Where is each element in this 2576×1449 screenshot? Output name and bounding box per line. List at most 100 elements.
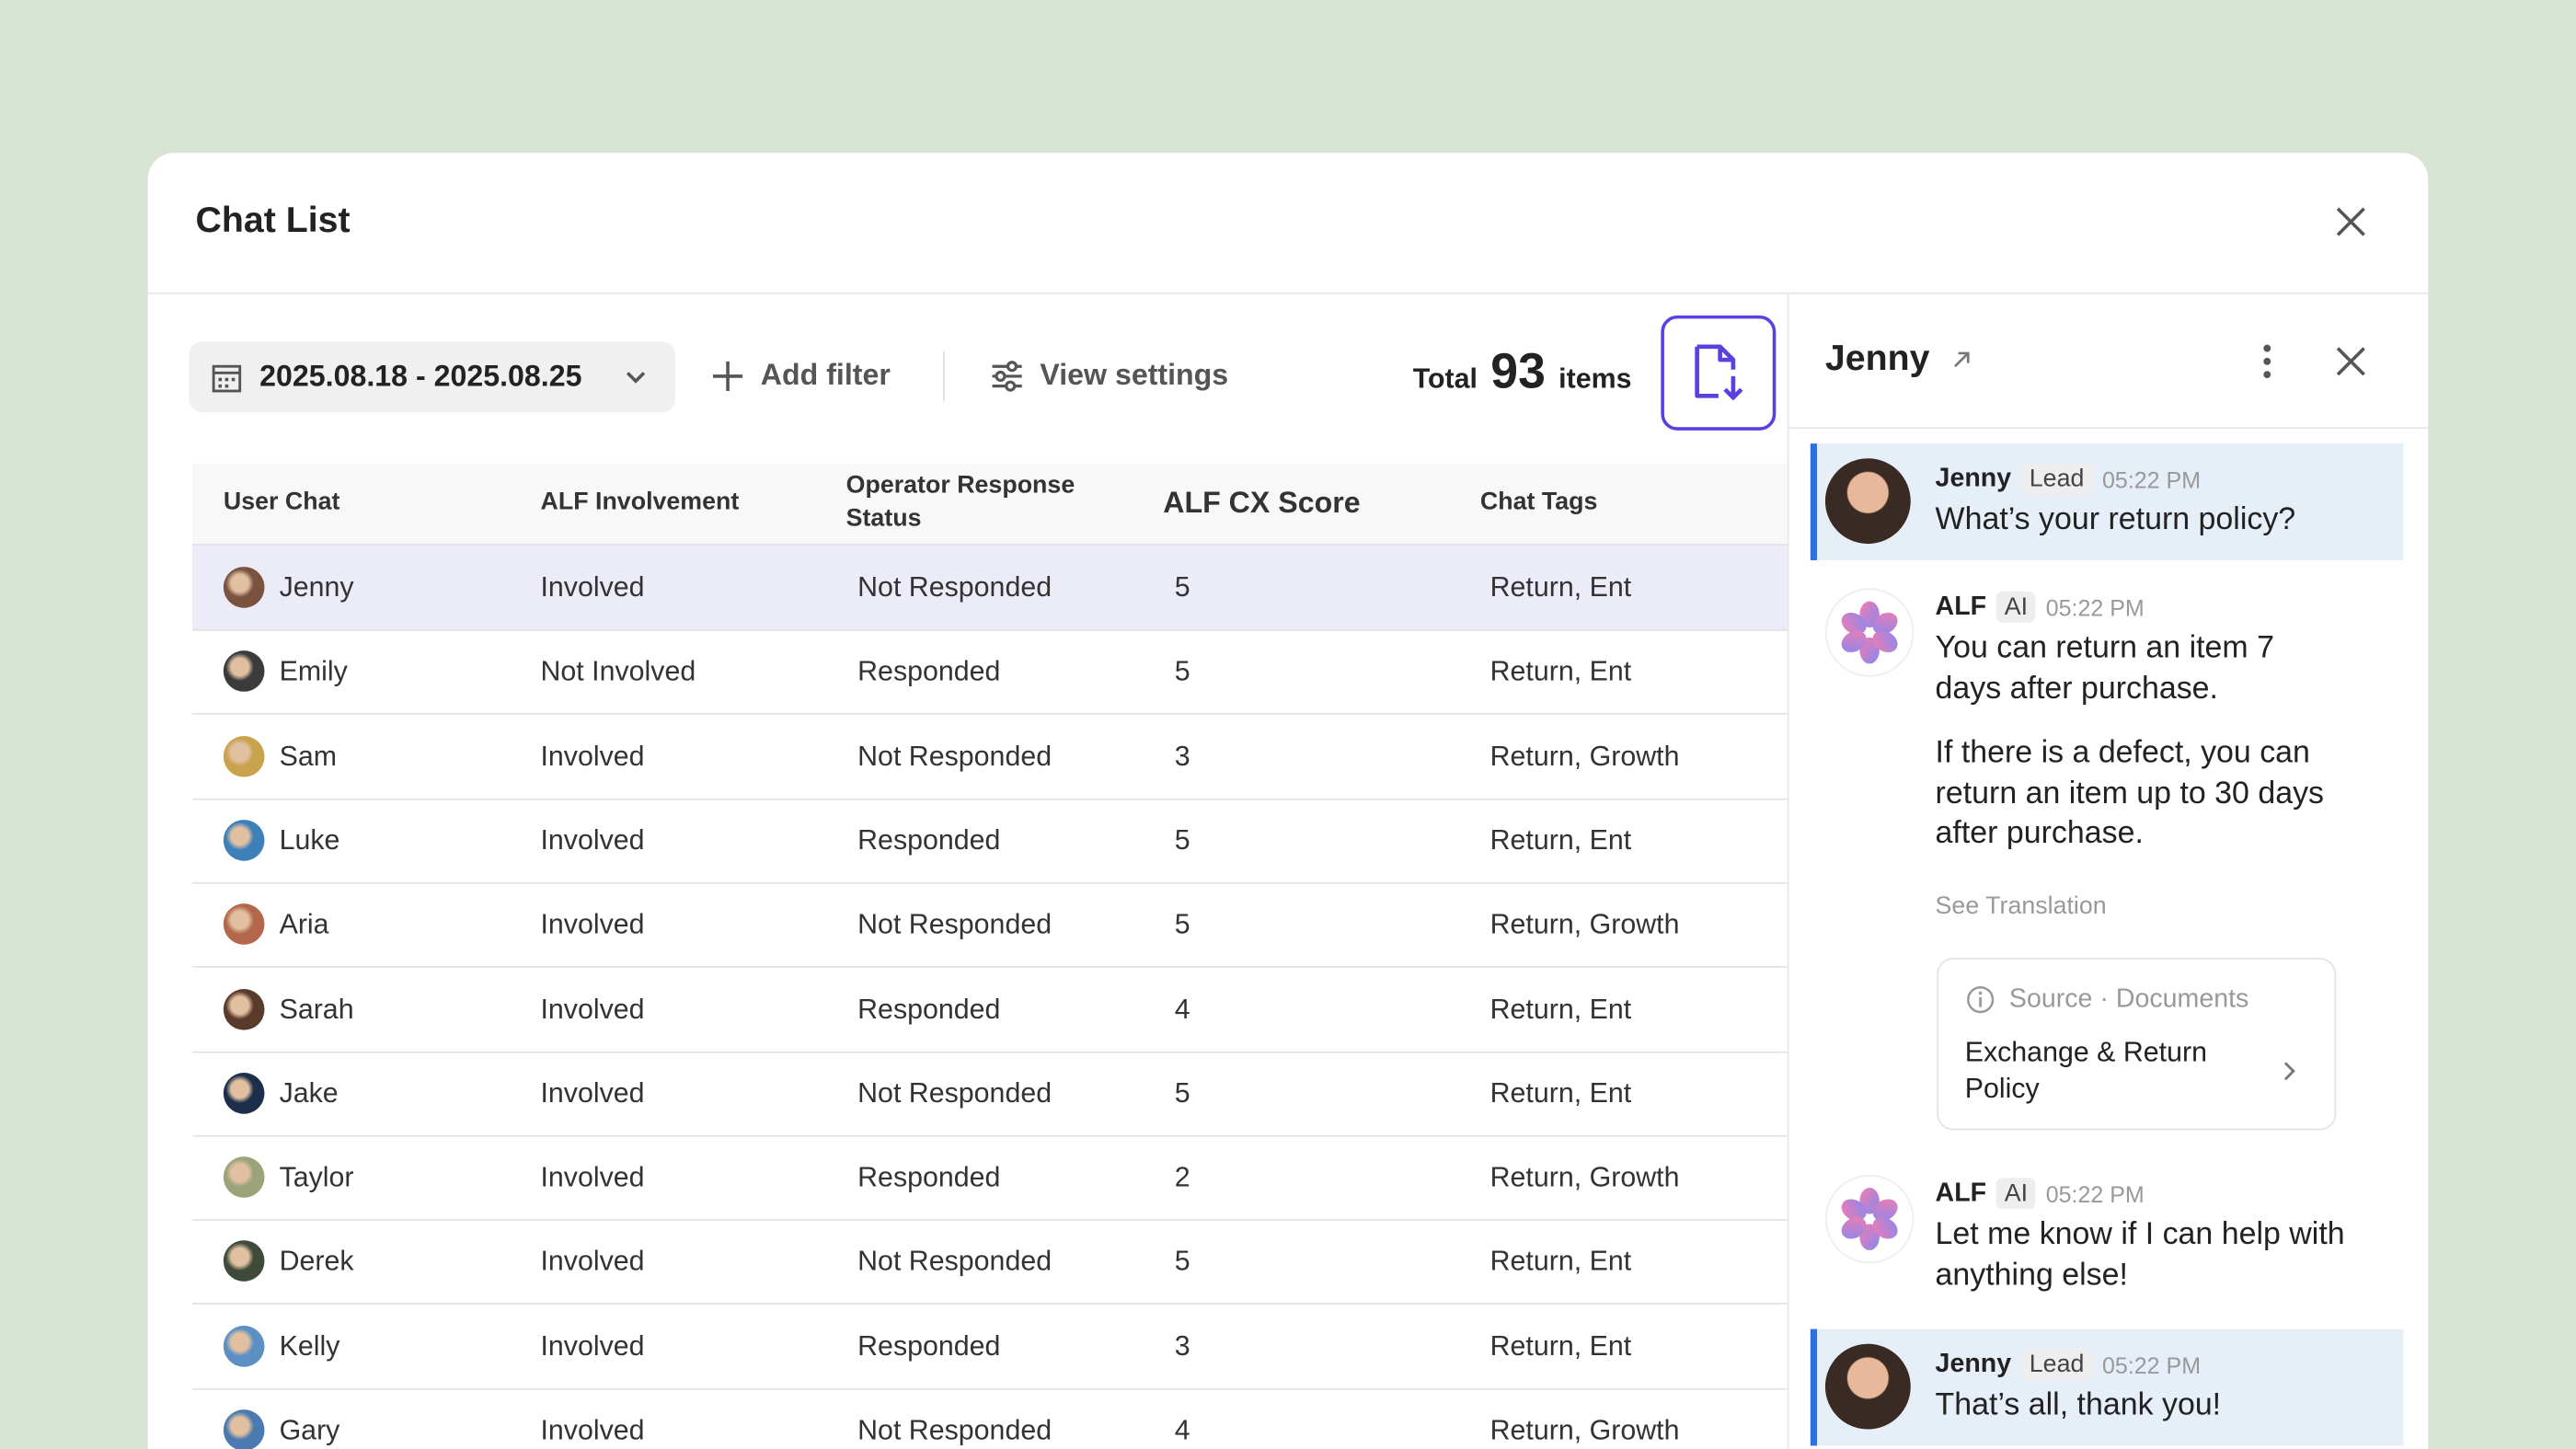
table-cell: Emily [279, 656, 348, 687]
avatar [223, 819, 265, 861]
avatar [223, 988, 265, 1029]
table-cell: Involved [540, 1246, 645, 1278]
message: Jenny Lead 05:22 PM That’s all, thank you! [1810, 1328, 2404, 1446]
message-text: What’s your return policy? [1935, 502, 2296, 537]
table-cell: Return, Ent [1489, 1077, 1632, 1109]
source-card[interactable]: Source · Documents Exchange & Return Pol… [1937, 958, 2337, 1131]
table-cell: Aria [279, 908, 329, 940]
table-cell: Sarah [279, 993, 354, 1025]
table-cell: Not Responded [857, 571, 1052, 604]
avatar [223, 1156, 265, 1198]
table-cell: Not Responded [857, 1414, 1052, 1446]
table-cell: Involved [540, 908, 645, 940]
table-cell: Return, Ent [1489, 656, 1632, 687]
table-cell: 5 [1174, 1246, 1190, 1278]
sender: ALF [1935, 592, 1987, 621]
total-count: 93 [1490, 344, 1546, 399]
time: 05:22 PM [2102, 466, 2202, 492]
table-row[interactable] [191, 1304, 1788, 1390]
time: 05:22 PM [2045, 593, 2145, 621]
avatar [223, 1325, 265, 1367]
table-cell: Responded [857, 993, 1001, 1025]
sender: ALF [1935, 1179, 1987, 1207]
table-header [191, 463, 1788, 546]
avatar [223, 1240, 265, 1282]
table-row[interactable] [191, 799, 1788, 884]
column-header: User Chat [223, 488, 340, 516]
table-cell: Involved [540, 1329, 645, 1362]
column-header: Operator Response Status [845, 471, 1075, 533]
avatar [223, 1072, 265, 1114]
sender: Jenny [1935, 464, 2012, 492]
message: ALF AI 05:22 PM You can return an item 7 d… [1811, 575, 2404, 1150]
table-cell: Kelly [279, 1329, 340, 1362]
table-cell: Involved [540, 1414, 645, 1446]
table-cell: Jake [279, 1077, 339, 1109]
column-header: ALF Involvement [540, 488, 740, 516]
total-suffix: items [1558, 362, 1632, 395]
column-header: Chat Tags [1479, 488, 1598, 516]
source-label: Source · Documents [2008, 985, 2249, 1014]
table-row[interactable] [191, 629, 1788, 716]
table-cell: Involved [540, 1077, 645, 1109]
close-button[interactable] [2334, 205, 2367, 238]
table-cell: Sam [279, 740, 338, 772]
dialog-title: Chat List [195, 199, 351, 240]
table-cell: 5 [1174, 824, 1190, 857]
more-button[interactable] [2258, 341, 2277, 381]
table-row[interactable] [191, 967, 1788, 1052]
separator [942, 351, 945, 401]
table-cell: Not Responded [857, 1077, 1052, 1109]
date-range: 2025.08.18 - 2025.08.25 [259, 360, 582, 393]
sender-tag: AI [1995, 591, 2037, 623]
table-cell: 5 [1174, 571, 1190, 604]
table-row[interactable] [191, 545, 1788, 631]
see-translation[interactable]: See Translation [1935, 891, 2107, 920]
open-link[interactable] [1951, 350, 1971, 369]
add-filter-label: Add filter [760, 358, 891, 391]
table-cell: Taylor [279, 1161, 354, 1193]
table-row[interactable] [191, 882, 1788, 969]
add-filter[interactable]: Add filter [711, 358, 891, 392]
table-cell: Gary [279, 1414, 340, 1446]
divider [1787, 292, 1789, 1449]
date-picker[interactable]: 2025.08.18 - 2025.08.25 [189, 341, 675, 413]
table-cell: Not Responded [857, 908, 1052, 940]
table-cell: Return, Ent [1489, 993, 1632, 1025]
table-row[interactable] [191, 1051, 1788, 1137]
table-cell: Responded [857, 656, 1001, 687]
table-row[interactable] [191, 714, 1788, 799]
divider [147, 292, 2429, 294]
avatar [1824, 1174, 1915, 1264]
total: Total 93 items [1413, 345, 1632, 401]
table-cell: Responded [857, 824, 1001, 857]
message: Jenny Lead 05:22 PM What’s your return pol… [1810, 443, 2404, 560]
table-row[interactable] [191, 1220, 1788, 1305]
table-cell: Not Responded [857, 740, 1052, 772]
table-cell: Luke [279, 824, 340, 857]
table-cell: Involved [540, 740, 645, 772]
table-cell: Involved [540, 1161, 645, 1193]
message-text: That’s all, thank you! [1935, 1387, 2222, 1423]
table-cell: Jenny [279, 571, 354, 604]
table-cell: 5 [1174, 656, 1190, 687]
download-button[interactable] [1661, 315, 1777, 431]
chat-name: Jenny [1824, 337, 1930, 378]
avatar [223, 650, 265, 693]
table-cell: Return, Growth [1489, 908, 1680, 940]
table-row[interactable] [191, 1135, 1788, 1221]
view-settings[interactable]: View settings [991, 358, 1228, 392]
avatar [1824, 458, 1911, 545]
avatar [223, 903, 265, 946]
table-cell: Responded [857, 1161, 1001, 1193]
table-cell: 2 [1174, 1161, 1190, 1193]
message-text: Let me know if I can help with anything … [1935, 1217, 2345, 1293]
table-cell: Return, Ent [1489, 1329, 1632, 1362]
avatar [223, 1409, 265, 1449]
table-cell: Return, Ent [1489, 1246, 1632, 1278]
column-header: ALF CX Score [1163, 486, 1361, 520]
close-panel-button[interactable] [2334, 345, 2367, 378]
table-cell: Responded [857, 1329, 1001, 1362]
